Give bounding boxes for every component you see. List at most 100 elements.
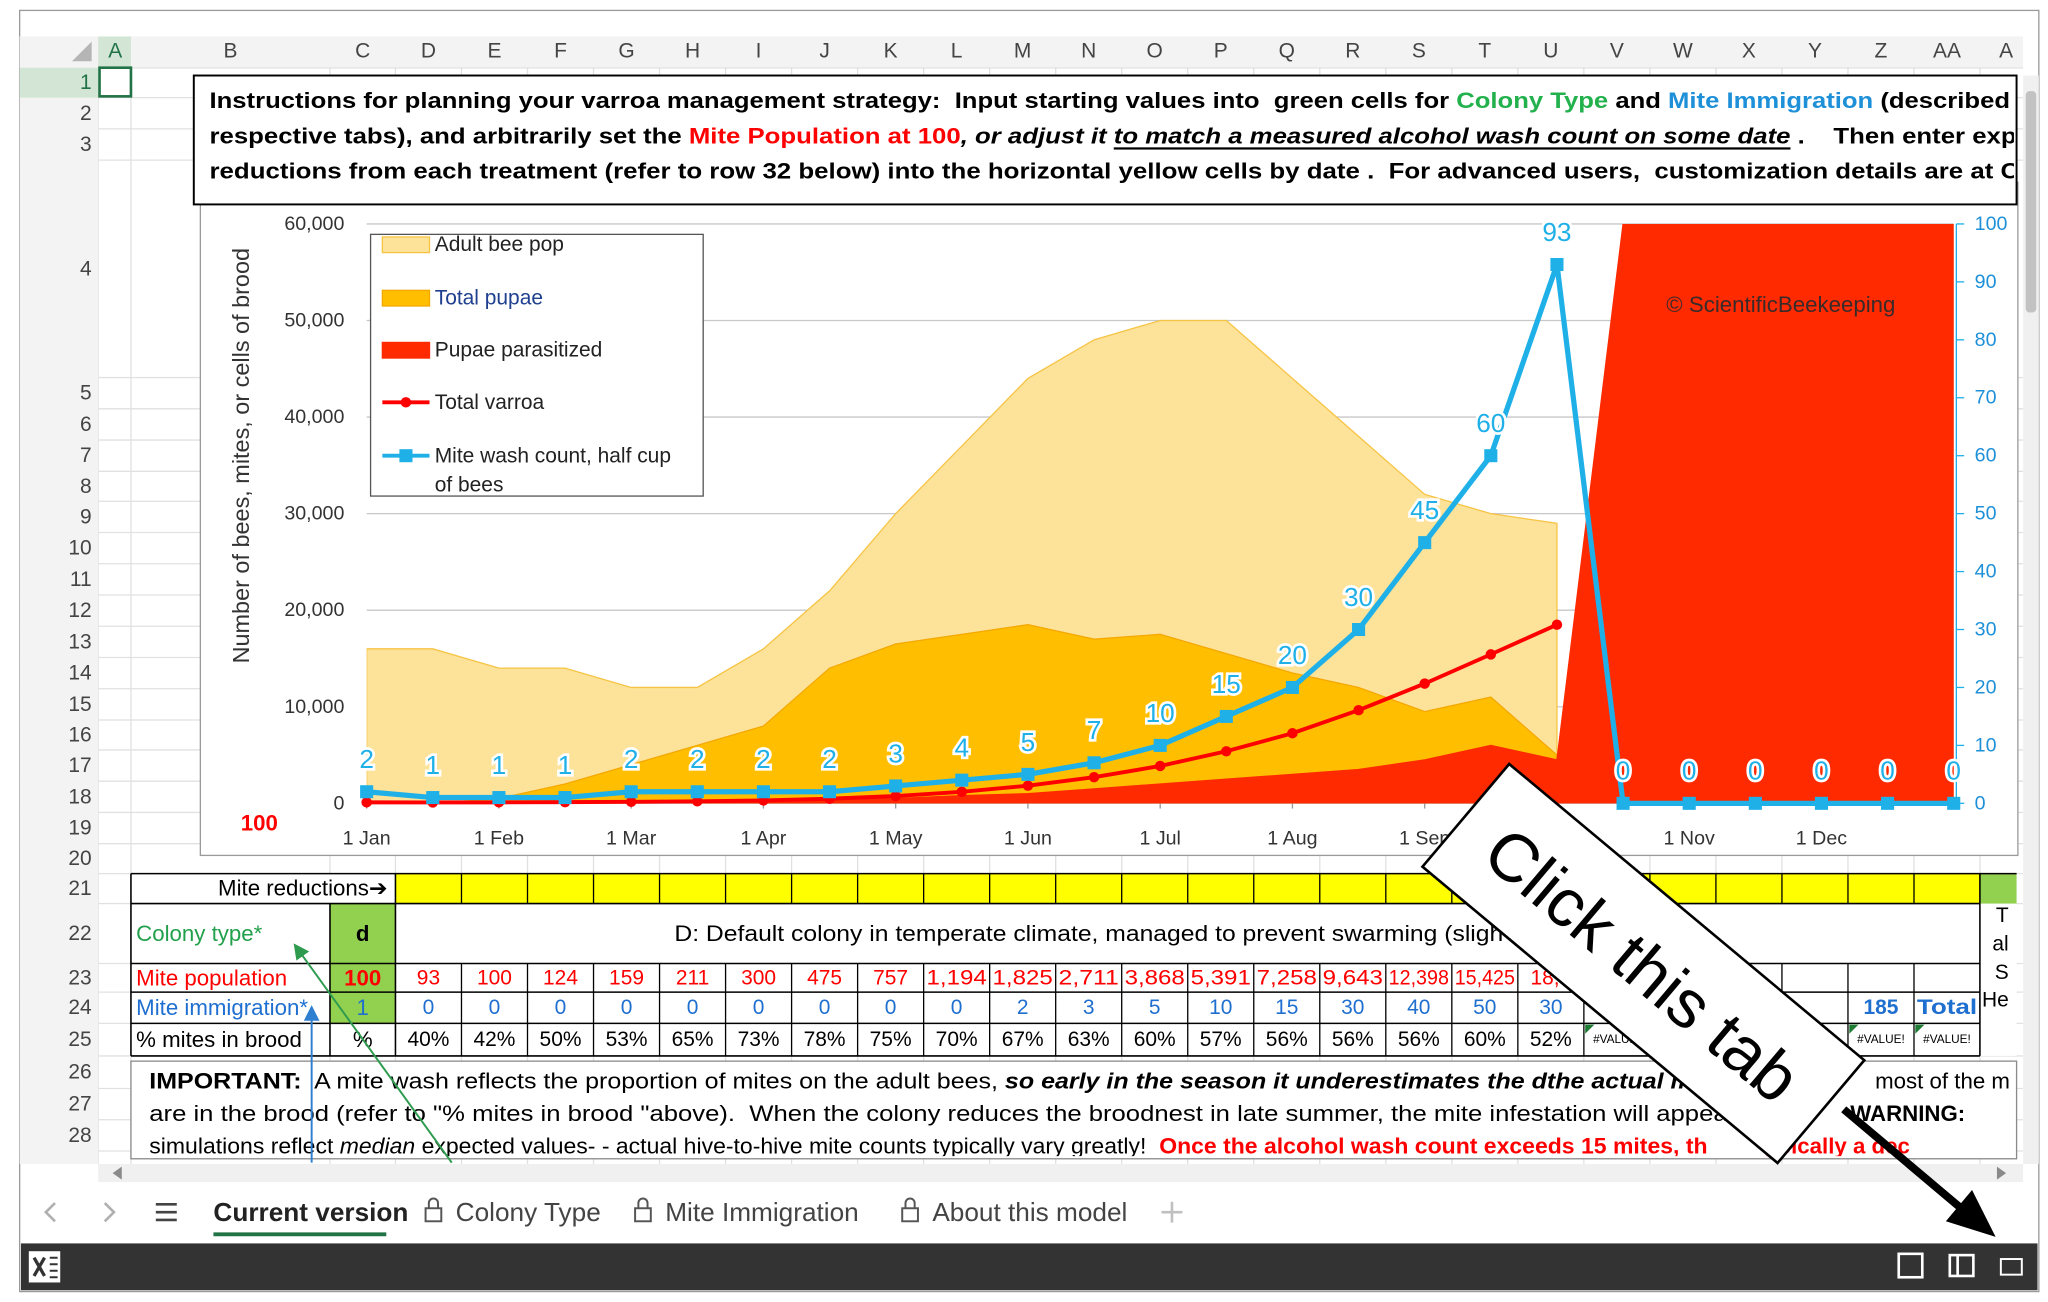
cell-b19: 100	[241, 810, 278, 835]
data-label: 4	[955, 733, 970, 763]
column-header: V	[1610, 39, 1624, 62]
select-all-corner[interactable]	[72, 41, 92, 62]
row-header: 14	[68, 662, 91, 685]
point-marker	[1154, 760, 1166, 772]
yellow-cell[interactable]	[1187, 873, 1254, 904]
sheet-tab[interactable]: Mite Immigration	[665, 1197, 859, 1227]
data-label: 0	[1748, 756, 1763, 786]
pointer-arrow	[293, 943, 453, 1164]
row-header: 21	[68, 877, 91, 900]
note-line: are in the brood (refer to "% mites in b…	[149, 1101, 1786, 1126]
point-marker	[1419, 678, 1430, 689]
table-cell: 0	[489, 996, 501, 1019]
note-text: Once the alcohol wash count exceeds 15 m…	[1159, 1133, 1707, 1158]
add-sheet-button[interactable]	[1161, 1201, 1183, 1223]
table-cell: 53%	[606, 1028, 648, 1051]
row-label: Mite reductions➔	[218, 875, 388, 900]
table-cell: 50	[1473, 996, 1496, 1019]
column-header: H	[685, 39, 700, 62]
yellow-cell[interactable]	[923, 873, 990, 904]
yellow-cell[interactable]	[791, 873, 858, 904]
start-value[interactable]: 100	[344, 965, 381, 990]
lock-icon	[634, 1207, 652, 1223]
table-cell: 0	[621, 996, 633, 1019]
instructions-frame	[192, 74, 2018, 206]
point-marker	[1551, 619, 1563, 630]
column-header: N	[1081, 39, 1096, 62]
active-row-header	[19, 67, 99, 98]
row-header: 23	[68, 966, 91, 989]
point-marker	[558, 791, 572, 805]
yellow-cell[interactable]	[1319, 873, 1386, 904]
note-line: most of the m	[1875, 1068, 2010, 1093]
row-header: 28	[68, 1124, 91, 1147]
legend-swatch	[381, 289, 431, 307]
yellow-cell[interactable]	[593, 873, 660, 904]
error-indicator	[1849, 1024, 1859, 1034]
scrollbar-thumb[interactable]	[2025, 91, 2037, 313]
yellow-cell[interactable]	[1253, 873, 1320, 904]
instruction-text: Colony Type	[1456, 88, 1608, 113]
prev-sheet-button[interactable]	[43, 1202, 56, 1223]
normal-view-icon[interactable]	[1948, 1253, 1975, 1278]
next-sheet-button[interactable]	[103, 1202, 116, 1223]
legend-frame	[369, 233, 704, 497]
yellow-cell[interactable]	[1121, 873, 1188, 904]
sheet-tab[interactable]: Current version	[213, 1197, 408, 1227]
yellow-cell[interactable]	[1781, 873, 1848, 904]
scroll-right[interactable]	[1996, 1166, 2007, 1180]
column-header: W	[1673, 39, 1693, 62]
yellow-cell[interactable]	[1913, 873, 1981, 904]
instruction-text: . Then enter exp	[1791, 123, 2017, 148]
row-header: 6	[80, 413, 92, 436]
row-header: 4	[80, 257, 92, 280]
y2-tick-label: 10	[1975, 734, 1997, 756]
start-value[interactable]: 1	[357, 995, 369, 1020]
point-marker	[1287, 728, 1298, 739]
column-header: X	[1742, 39, 1756, 62]
row-header: 13	[68, 630, 91, 653]
yellow-cell[interactable]	[395, 873, 462, 904]
yellow-cell[interactable]	[527, 873, 594, 904]
scroll-left[interactable]	[112, 1166, 122, 1180]
sheet-tab[interactable]: Colony Type	[456, 1197, 601, 1227]
yellow-cell[interactable]	[989, 873, 1056, 904]
status-bar-bg	[20, 1243, 2038, 1291]
table-cell: 40	[1407, 996, 1430, 1019]
sheet-tab[interactable]: About this model	[932, 1197, 1127, 1227]
colony-description: D: Default colony in temperate climate, …	[674, 921, 1503, 946]
yellow-cell[interactable]	[1847, 873, 1914, 904]
point-marker	[1748, 796, 1762, 810]
data-label: 2	[624, 744, 639, 774]
colony-code[interactable]: d	[356, 921, 370, 946]
yellow-cell[interactable]	[857, 873, 924, 904]
table-cell: Total	[1917, 996, 1977, 1019]
legend-label: Total varroa	[435, 391, 545, 414]
y-axis-label: Number of bees, mites, or cells of brood	[228, 248, 254, 663]
selected-cell[interactable]	[98, 66, 133, 98]
point-marker	[1485, 649, 1497, 660]
yellow-cell[interactable]	[725, 873, 792, 904]
yellow-cell[interactable]	[1055, 873, 1122, 904]
note-text: WARNING:	[1850, 1101, 1965, 1126]
table-cell: 52%	[1530, 1028, 1572, 1051]
point-marker	[956, 786, 968, 798]
sheet-list-button[interactable]	[155, 1203, 177, 1222]
table-cell: 475	[807, 966, 842, 989]
yellow-cell[interactable]	[659, 873, 726, 904]
popout-icon[interactable]	[1999, 1258, 2023, 1276]
lock-icon-shackle	[904, 1197, 916, 1209]
row-label: Mite population	[136, 965, 287, 990]
legend-marker	[400, 397, 412, 408]
data-label: 5	[1021, 727, 1036, 757]
green-cell	[1979, 873, 2017, 904]
yellow-cell[interactable]	[1715, 873, 1782, 904]
y2-tick-label: 100	[1975, 213, 2008, 235]
callout-arrowhead	[1945, 1190, 1996, 1237]
column-header: AA	[1933, 39, 1961, 62]
table-cell: 15	[1275, 996, 1298, 1019]
yellow-cell[interactable]	[461, 873, 528, 904]
sheet-headers: A B C D E F G H I J K L M N O P Q R S T U V W X Y Z AA A12345678910…	[19, 36, 2024, 1164]
point-marker	[1088, 771, 1100, 783]
accessibility-icon[interactable]	[1897, 1252, 1924, 1279]
